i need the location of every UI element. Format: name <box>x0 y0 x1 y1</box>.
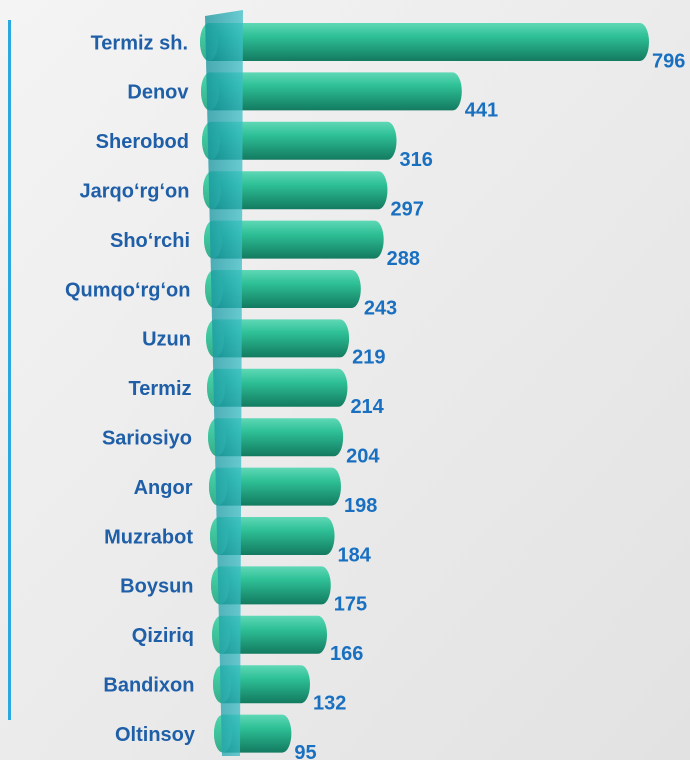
category-label: Angor <box>134 477 193 499</box>
value-label: 297 <box>390 198 423 220</box>
category-label: Denov <box>127 82 189 104</box>
value-label: 166 <box>330 643 363 665</box>
category-label: Uzun <box>142 329 191 351</box>
value-label: 175 <box>334 594 367 616</box>
value-label: 184 <box>338 544 372 566</box>
value-label: 219 <box>352 347 385 369</box>
bar <box>211 566 331 605</box>
category-label: Sho‘rchi <box>110 230 190 252</box>
category-label: Termiz <box>129 378 192 400</box>
bar <box>201 72 462 111</box>
value-label: 316 <box>400 149 433 171</box>
category-label: Jarqo‘rg‘on <box>79 180 189 202</box>
value-label: 198 <box>344 495 377 517</box>
bar <box>203 171 388 210</box>
value-label: 95 <box>294 742 316 760</box>
value-label: 243 <box>364 297 397 319</box>
category-label: Muzrabot <box>104 526 193 548</box>
bar <box>204 220 384 259</box>
axis-wall <box>205 10 243 756</box>
bar <box>210 517 335 555</box>
value-label: 214 <box>350 396 384 418</box>
category-label: Bandixon <box>103 674 194 696</box>
value-label: 288 <box>387 248 420 270</box>
bar <box>212 615 328 654</box>
value-label: 796 <box>652 50 685 72</box>
value-label: 204 <box>346 445 380 467</box>
category-label: Qiziriq <box>132 625 194 647</box>
category-label: Boysun <box>120 576 193 598</box>
accent-border <box>8 20 11 720</box>
bar <box>202 121 397 160</box>
category-label: Qumqo‘rg‘on <box>65 279 191 301</box>
bar <box>200 23 649 61</box>
bar <box>208 418 344 457</box>
bar <box>205 270 361 308</box>
bar <box>206 319 350 358</box>
category-label: Sariosiyo <box>102 427 192 449</box>
bar <box>207 368 348 407</box>
category-label: Sherobod <box>96 131 189 153</box>
value-label: 441 <box>465 100 498 122</box>
value-label: 132 <box>313 692 346 714</box>
category-label: Termiz sh. <box>91 32 188 54</box>
bar <box>209 467 341 506</box>
category-label: Oltinsoy <box>115 724 196 746</box>
